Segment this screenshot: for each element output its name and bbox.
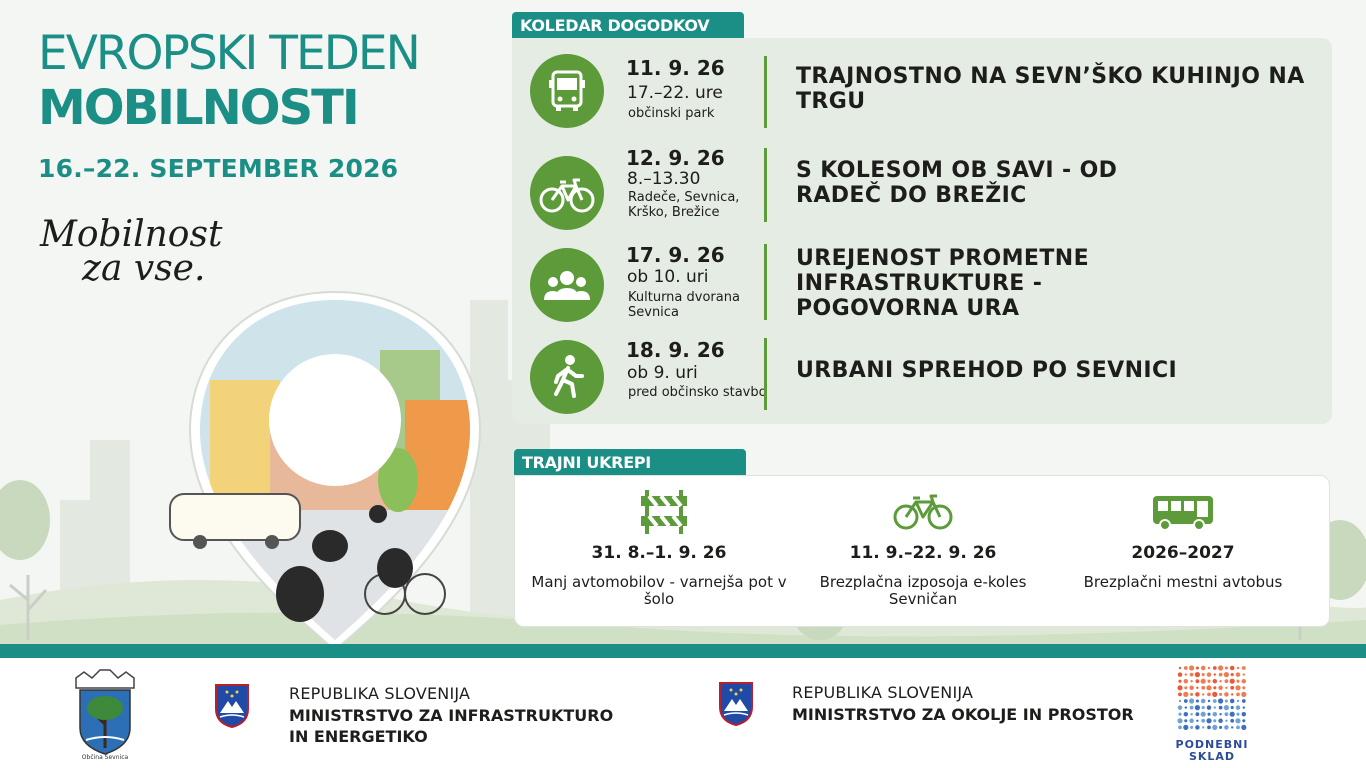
ministry-infrastructure: REPUBLIKA SLOVENIJA MINISTRSTVO ZA INFRA… [289, 684, 613, 747]
municipality-coat-of-arms [75, 669, 135, 755]
slogan: Mobilnost za vse. [40, 214, 223, 289]
event-place: Kulturna dvorana Sevnica [628, 290, 740, 320]
calendar-heading: KOLEDAR DOGODKOV [512, 12, 744, 38]
event-place: občinski park [628, 106, 715, 121]
measure-desc: Manj avtomobilov - varnejša pot v šolo [531, 573, 787, 608]
slogan-line2: za vse. [82, 248, 206, 289]
event-separator [764, 56, 767, 128]
ministry-country: REPUBLIKA SLOVENIJA [792, 683, 974, 702]
ministry-name-cont: IN ENERGETIKO [289, 727, 428, 746]
ministry-name: MINISTRSTVO ZA OKOLJE IN PROSTOR [792, 705, 1134, 724]
measure-date: 11. 9.–22. 9. 26 [849, 543, 997, 563]
footer-band [0, 644, 1366, 658]
climate-fund-line2: SKLAD [1188, 750, 1236, 763]
climate-fund-line1: PODNEBNI [1175, 738, 1249, 751]
measure-date: 2026–2027 [1131, 543, 1235, 563]
climate-fund-dots-icon [1177, 665, 1247, 730]
bus-icon [530, 54, 604, 128]
permanent-heading: TRAJNI UKREPI [514, 449, 746, 475]
event-separator [764, 338, 767, 410]
event-date: 17. 9. 26 [626, 243, 725, 267]
road-barrier-icon [641, 490, 687, 534]
event-time: 17.–22. ure [627, 83, 723, 103]
event-date: 18. 9. 26 [626, 338, 725, 362]
bus-icon [1153, 496, 1213, 531]
ministry-name: MINISTRSTVO ZA INFRASTRUKTURO [289, 706, 614, 725]
event-title: UREJENOST PROMETNE INFRASTRUKTURE - POGO… [796, 246, 1090, 321]
event-separator [764, 244, 767, 320]
title-line2: MOBILNOSTI [38, 80, 360, 136]
event-time: 8.–13.30 [627, 169, 701, 189]
event-title: TRAJNOSTNO NA SEVN’ŠKO KUHINJO NA TRGU [796, 64, 1305, 114]
slogan-line1: Mobilnost [40, 214, 223, 255]
group-icon [530, 248, 604, 322]
measure-item: 31. 8.–1. 9. 26 Manj avtomobilov - varne… [529, 476, 789, 626]
title-line1: EVROPSKI TEDEN [38, 26, 421, 81]
measure-item: 11. 9.–22. 9. 26 Brezplačna izposoja e-k… [793, 476, 1053, 626]
climate-fund-logo: PODNEBNI SKLAD [1172, 664, 1252, 763]
slovenia-coat-of-arms [215, 684, 249, 729]
walking-person-icon [530, 340, 604, 414]
event-separator [764, 148, 767, 222]
event-date: 11. 9. 26 [626, 56, 725, 80]
bicycle-icon [530, 156, 604, 230]
event-place: Radeče, Sevnica, Krško, Brežice [628, 190, 740, 220]
event-date: 12. 9. 26 [626, 146, 725, 170]
permanent-panel: 31. 8.–1. 9. 26 Manj avtomobilov - varne… [514, 475, 1330, 627]
ministry-environment: REPUBLIKA SLOVENIJA MINISTRSTVO ZA OKOLJ… [792, 683, 1134, 725]
event-place: pred občinsko stavbo [628, 385, 767, 400]
ministry-country: REPUBLIKA SLOVENIJA [289, 684, 471, 703]
footer [0, 658, 1366, 768]
slovenia-coat-of-arms [719, 682, 753, 727]
event-time: ob 9. uri [627, 363, 698, 383]
calendar-panel: 11. 9. 26 17.–22. ure občinski park TRAJ… [512, 38, 1332, 424]
measure-desc: Brezplačna izposoja e-koles Sevničan [819, 573, 1027, 608]
event-title: URBANI SPREHOD PO SEVNICI [796, 358, 1178, 383]
bicycle-icon [893, 494, 953, 530]
event-time: ob 10. uri [627, 267, 709, 287]
event-title: S KOLESOM OB SAVI - OD RADEČ DO BREŽIC [796, 158, 1118, 208]
measure-date: 31. 8.–1. 9. 26 [591, 543, 727, 563]
measure-item: 2026–2027 Brezplačni mestni avtobus [1053, 476, 1313, 626]
municipality-label: Občina Sevnica [81, 754, 129, 761]
event-dates: 16.–22. SEPTEMBER 2026 [38, 154, 399, 183]
measure-desc: Brezplačni mestni avtobus [1083, 573, 1283, 591]
